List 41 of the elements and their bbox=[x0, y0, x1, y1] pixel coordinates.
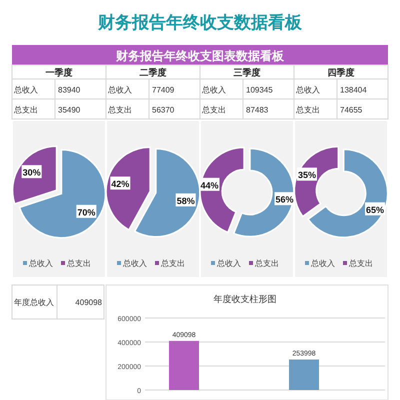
text: 四季度 bbox=[328, 68, 354, 78]
data-label: 65% bbox=[366, 204, 384, 215]
legend-label: 总收入 bbox=[122, 259, 147, 268]
text: 年度总收入 bbox=[14, 298, 54, 307]
legend-label: 总收入 bbox=[216, 259, 241, 268]
text: 409098 bbox=[75, 298, 103, 307]
data-label: 70% bbox=[77, 207, 96, 218]
text: 财务报告年终收支图表数据看板 bbox=[115, 49, 285, 63]
legend-label: 总收入 bbox=[28, 259, 53, 268]
legend-label: 总支出 bbox=[160, 259, 185, 268]
text: 56370 bbox=[152, 106, 175, 114]
legend-label: 总支出 bbox=[348, 259, 373, 268]
data-label: 44% bbox=[200, 180, 218, 190]
text: 总支出 bbox=[107, 106, 132, 114]
text: 总支出 bbox=[13, 106, 38, 114]
data-label: 42% bbox=[111, 179, 130, 190]
legend-label: 总收入 bbox=[310, 259, 335, 268]
text: 三季度 bbox=[234, 68, 260, 78]
chart-title: 年度收支柱形图 bbox=[214, 294, 276, 304]
legend-label: 总支出 bbox=[254, 259, 279, 268]
text: 总收入 bbox=[107, 86, 132, 94]
text: 总收入 bbox=[295, 86, 320, 94]
text: 总收入 bbox=[13, 86, 38, 94]
text: 总收入 bbox=[201, 86, 226, 94]
legend-label: 总支出 bbox=[66, 259, 91, 268]
data-label: 35% bbox=[298, 170, 316, 180]
text: 74655 bbox=[340, 106, 363, 114]
text: 一季度 bbox=[46, 68, 72, 78]
text: 财务报告年终收支数据看板 bbox=[97, 13, 303, 32]
text: 总支出 bbox=[201, 106, 226, 114]
text: 35490 bbox=[58, 106, 81, 114]
text: 87483 bbox=[246, 106, 269, 114]
text: 83940 bbox=[58, 86, 81, 94]
text: 二季度 bbox=[140, 68, 166, 78]
text: 138404 bbox=[340, 86, 368, 94]
data-label: 58% bbox=[176, 196, 195, 206]
text: 109345 bbox=[246, 86, 274, 94]
data-label: 30% bbox=[22, 168, 41, 178]
text: 总支出 bbox=[295, 106, 320, 114]
data-label: 56% bbox=[276, 194, 294, 205]
text: 77409 bbox=[152, 86, 175, 94]
